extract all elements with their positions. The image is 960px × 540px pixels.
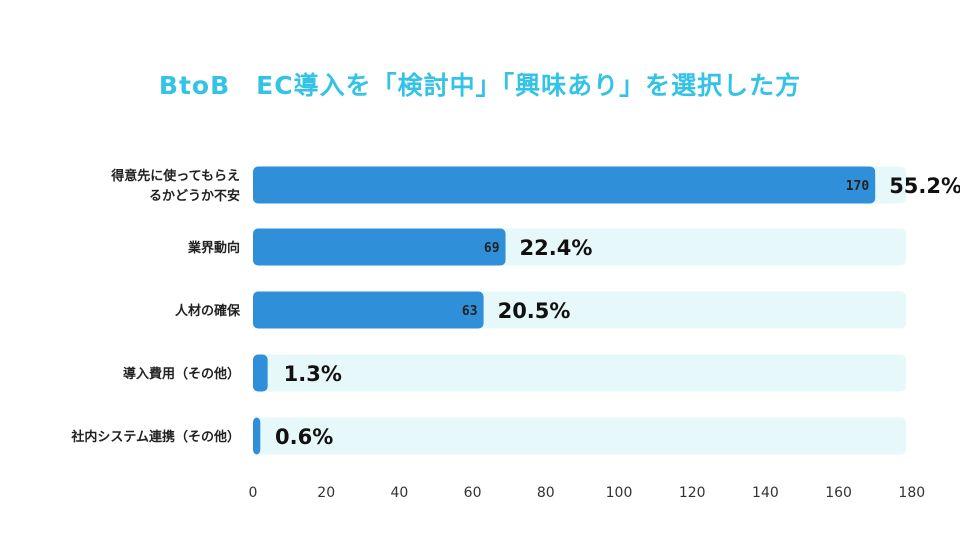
x-tick-label: 40 xyxy=(390,485,408,501)
x-tick-label: 0 xyxy=(249,485,258,501)
category-label: 導入費用（その他） xyxy=(123,366,240,382)
category-label: 業界動向 xyxy=(187,240,240,256)
x-tick-label: 80 xyxy=(537,485,555,501)
percent-label: 0.6% xyxy=(275,425,333,449)
bar xyxy=(253,354,268,392)
x-tick-label: 60 xyxy=(464,485,482,501)
percent-label: 1.3% xyxy=(284,362,342,386)
category-label: 社内システム連携（その他） xyxy=(70,429,240,445)
bar xyxy=(253,417,261,455)
bar xyxy=(253,166,876,204)
x-tick-label: 100 xyxy=(606,485,633,501)
percent-label: 22.4% xyxy=(520,236,593,260)
bar-track xyxy=(253,354,906,392)
x-tick-label: 180 xyxy=(898,485,925,501)
x-tick-label: 140 xyxy=(752,485,779,501)
bar xyxy=(253,291,484,329)
category-label: 人材の確保 xyxy=(175,303,241,319)
data-value-label: 63 xyxy=(462,304,478,319)
x-tick-label: 120 xyxy=(679,485,706,501)
bar-track xyxy=(253,417,906,455)
x-tick-label: 160 xyxy=(825,485,852,501)
data-value-label: 69 xyxy=(484,241,500,256)
percent-label: 55.2% xyxy=(889,174,960,198)
category-label: 得意先に使ってもらえ xyxy=(110,168,240,184)
category-label: るかどうか不安 xyxy=(149,188,240,204)
x-tick-label: 20 xyxy=(317,485,335,501)
data-value-label: 170 xyxy=(846,179,870,194)
percent-label: 20.5% xyxy=(498,299,571,323)
chart-title: BtoB EC導入を「検討中」「興味あり」を選択した方 xyxy=(158,71,802,100)
bar xyxy=(253,228,506,266)
